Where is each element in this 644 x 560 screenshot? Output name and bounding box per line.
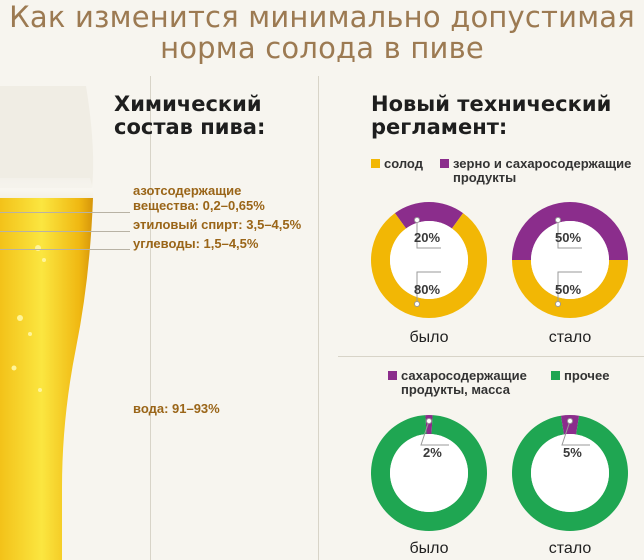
legend-item-sugar: сахаросодержащие продукты, масса bbox=[388, 369, 527, 397]
donut-leader-dot bbox=[426, 418, 432, 424]
bubble bbox=[38, 388, 42, 392]
donut-hole bbox=[531, 434, 609, 512]
regulation-heading: Новый технический регламент: bbox=[371, 93, 611, 139]
caption-before: было bbox=[409, 540, 449, 557]
component-water: вода: 91–93% bbox=[133, 401, 220, 416]
legend-swatch-green bbox=[551, 371, 560, 380]
beer-liquid bbox=[0, 198, 93, 560]
legend-swatch-yellow bbox=[371, 159, 380, 168]
donut-leader-line bbox=[416, 220, 441, 249]
glass-rim bbox=[0, 86, 94, 188]
legend-item-other: прочее bbox=[551, 369, 609, 383]
bubble bbox=[11, 365, 17, 371]
regulation-heading-line-2: регламент: bbox=[371, 115, 508, 139]
donut-label-20: 20% bbox=[414, 230, 441, 245]
donut-leader-line bbox=[416, 271, 441, 304]
caption-before: было bbox=[409, 329, 449, 346]
regulation-heading-line-1: Новый технический bbox=[371, 92, 612, 116]
bubble bbox=[35, 245, 41, 251]
composition-heading: Химический состав пива: bbox=[114, 93, 265, 139]
beer-glass-illustration bbox=[0, 86, 94, 560]
divider-center bbox=[318, 76, 319, 560]
donut-slice bbox=[425, 415, 433, 435]
donut-label-2: 2% bbox=[423, 445, 442, 460]
page-title: Как изменится минимально допустимая норм… bbox=[0, 2, 644, 64]
leader-line bbox=[0, 249, 130, 250]
component-carbohydrates: углеводы: 1,5–4,5% bbox=[133, 236, 259, 251]
component-nitrogen-line-1: азотсодержащие bbox=[133, 183, 242, 198]
donut-leader-dot bbox=[567, 418, 573, 424]
legend-label: зерно и сахаросодержащие bbox=[453, 156, 632, 171]
leader-line bbox=[0, 231, 130, 232]
caption-after: стало bbox=[548, 540, 592, 557]
legend-item-grain: зерно и сахаросодержащие продукты bbox=[440, 157, 631, 185]
bubble bbox=[17, 315, 23, 321]
divider-right-horizontal bbox=[338, 356, 644, 357]
donut-leader-dot bbox=[414, 217, 420, 223]
legend-label: солод bbox=[384, 156, 423, 171]
legend-swatch-purple bbox=[388, 371, 397, 380]
legend-label: продукты bbox=[453, 170, 517, 185]
donut-leader-line bbox=[420, 420, 449, 446]
donut-slice bbox=[512, 202, 628, 260]
composition-heading-line-2: состав пива: bbox=[114, 115, 266, 139]
donut-slice bbox=[512, 260, 628, 318]
donut-label-80: 80% bbox=[414, 282, 441, 297]
donut-leader-dot bbox=[555, 301, 561, 307]
legend-item-malt: солод bbox=[371, 157, 423, 171]
donut-label-50-top: 50% bbox=[555, 230, 582, 245]
donut-slice bbox=[394, 202, 464, 229]
donut-chart-malt-before bbox=[371, 202, 487, 318]
donut-leader-line bbox=[557, 271, 582, 304]
donut-leader-line bbox=[557, 220, 582, 249]
donut-hole bbox=[390, 434, 468, 512]
legend-swatch-purple bbox=[440, 159, 449, 168]
leader-line bbox=[0, 212, 130, 213]
donut-slice bbox=[560, 415, 580, 435]
donut-label-50-bottom: 50% bbox=[555, 282, 582, 297]
donut-hole bbox=[531, 221, 609, 299]
legend-label: прочее bbox=[564, 368, 610, 383]
bubble bbox=[28, 332, 32, 336]
donut-hole bbox=[390, 221, 468, 299]
donut-chart-sugar-after bbox=[512, 415, 628, 531]
divider-left bbox=[150, 76, 151, 560]
donut-chart-sugar-before bbox=[371, 415, 487, 531]
donut-label-5: 5% bbox=[563, 445, 582, 460]
title-line-2: норма солода в пиве bbox=[160, 31, 484, 65]
component-alcohol: этиловый спирт: 3,5–4,5% bbox=[133, 217, 302, 232]
donut-leader-dot bbox=[555, 217, 561, 223]
legend-label: сахаросодержащие bbox=[401, 368, 527, 383]
composition-heading-line-1: Химический bbox=[114, 92, 262, 116]
component-nitrogen-line-2: вещества: 0,2–0,65% bbox=[133, 198, 265, 213]
bubble bbox=[42, 258, 46, 262]
component-nitrogen: азотсодержащие вещества: 0,2–0,65% bbox=[133, 183, 265, 213]
donut-chart-malt-after bbox=[512, 202, 628, 318]
donut-slice bbox=[371, 213, 487, 318]
donut-slice bbox=[371, 415, 487, 531]
caption-after: стало bbox=[548, 329, 592, 346]
beer-foam bbox=[0, 178, 94, 200]
legend-label: продукты, масса bbox=[401, 382, 510, 397]
donut-leader-dot bbox=[414, 301, 420, 307]
title-line-1: Как изменится минимально допустимая bbox=[9, 0, 635, 34]
donut-slice bbox=[512, 415, 628, 531]
donut-leader-line bbox=[561, 420, 590, 446]
